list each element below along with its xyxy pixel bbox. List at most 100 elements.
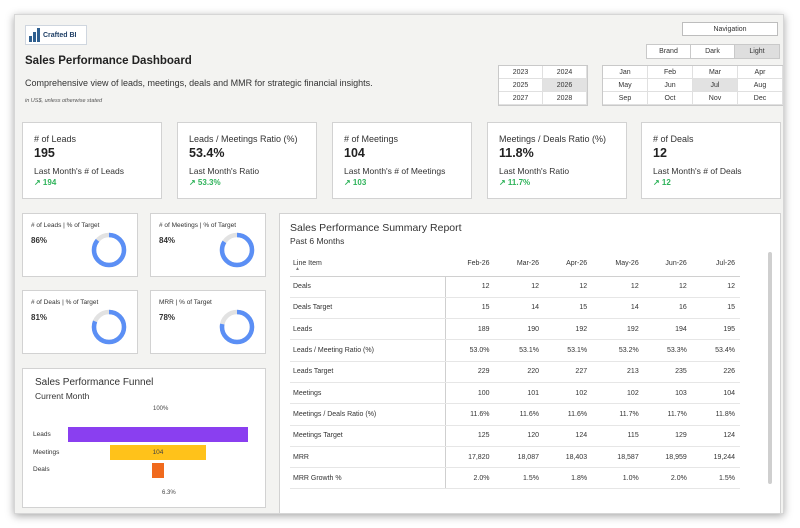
gauge-card-meetings: # of Meetings | % of Target 84% <box>150 213 266 277</box>
table-cell: 53.4% <box>691 339 740 362</box>
month-option[interactable]: Apr <box>738 66 783 79</box>
gauge-arc <box>91 309 127 345</box>
kpi-card-leads: # of Leads 195 Last Month's # of Leads ↗… <box>22 122 162 199</box>
kpi-label: Leads / Meetings Ratio (%) <box>189 134 298 144</box>
row-label: Deals Target <box>290 297 446 320</box>
table-cell: 102 <box>592 382 644 405</box>
column-header[interactable]: Mar-26 <box>494 252 544 277</box>
table-cell: 12 <box>494 276 544 298</box>
year-slicer: 2023 2024 2025 2026 2027 2028 <box>498 65 588 106</box>
table-cell: 129 <box>643 425 692 447</box>
year-option[interactable]: 2027 <box>499 92 543 105</box>
logo-text: Crafted BI <box>43 31 77 39</box>
table-cell: 102 <box>544 382 593 405</box>
crafted-bi-logo: Crafted BI <box>25 25 87 45</box>
column-header[interactable]: Feb-26 <box>445 252 495 277</box>
theme-selector: Brand Dark Light <box>646 44 780 59</box>
month-slicer: Jan Feb Mar Apr May Jun Jul Aug Sep Oct … <box>602 65 783 106</box>
table-row: Meetings 100 101 102 102 103 104 <box>290 382 740 405</box>
dashboard-frame: Crafted BI Sales Performance Dashboard C… <box>14 14 784 514</box>
year-option-selected[interactable]: 2026 <box>543 79 587 92</box>
row-label: Leads <box>290 318 446 341</box>
table-row: Meetings / Deals Ratio (%) 11.6% 11.6% 11.6… <box>290 403 740 426</box>
column-header[interactable]: Jun-26 <box>643 252 692 277</box>
gauge-arc <box>219 309 255 345</box>
month-option[interactable]: Dec <box>738 92 783 105</box>
kpi-card-leads-meetings-ratio: Leads / Meetings Ratio (%) 53.4% Last Mo… <box>177 122 317 199</box>
report-title: Sales Performance Summary Report <box>290 222 462 234</box>
gauge-arc <box>219 232 255 268</box>
year-option[interactable]: 2024 <box>543 66 587 79</box>
column-header[interactable]: May-26 <box>592 252 644 277</box>
month-option[interactable]: Jan <box>603 66 648 79</box>
table-cell: 195 <box>691 318 740 341</box>
table-cell: 11.7% <box>643 403 692 426</box>
vertical-scrollbar[interactable] <box>768 252 772 484</box>
theme-light-button[interactable]: Light <box>735 45 779 58</box>
kpi-label: Meetings / Deals Ratio (%) <box>499 134 607 144</box>
gauge-label: # of Deals | % of Target <box>31 299 99 306</box>
summary-report-card: Sales Performance Summary Report Past 6 … <box>279 213 781 513</box>
table-cell: 53.0% <box>445 339 495 362</box>
month-option[interactable]: Mar <box>693 66 738 79</box>
gauge-card-leads: # of Leads | % of Target 86% <box>22 213 138 277</box>
month-option[interactable]: Jun <box>648 79 693 92</box>
kpi-change: ↗ 11.7% <box>499 178 531 187</box>
report-subtitle: Past 6 Months <box>290 236 345 246</box>
month-option-selected[interactable]: Jul <box>693 79 738 92</box>
funnel-stage-label: Deals <box>33 466 50 473</box>
table-cell: 12 <box>445 276 495 298</box>
funnel-bar-leads <box>68 427 248 442</box>
table-cell: 1.8% <box>544 467 593 490</box>
gauge-value: 84% <box>159 236 176 245</box>
month-option[interactable]: Nov <box>693 92 738 105</box>
year-option[interactable]: 2028 <box>543 92 587 105</box>
page-subtitle: Comprehensive view of leads, meetings, d… <box>25 78 373 88</box>
table-cell: 11.7% <box>592 403 644 426</box>
table-cell: 53.1% <box>494 339 544 362</box>
table-cell: 124 <box>691 425 740 447</box>
table-cell: 227 <box>544 361 593 383</box>
table-cell: 12 <box>691 276 740 298</box>
column-header-line-item[interactable]: Line Item ▲ <box>290 252 445 277</box>
month-option[interactable]: Sep <box>603 92 648 105</box>
sales-funnel-card: Sales Performance Funnel Current Month 1… <box>22 368 266 508</box>
month-option[interactable]: May <box>603 79 648 92</box>
table-cell: 226 <box>691 361 740 383</box>
table-cell: 100 <box>445 382 495 405</box>
kpi-card-meetings-deals-ratio: Meetings / Deals Ratio (%) 11.8% Last Mo… <box>487 122 627 199</box>
gauge-value: 78% <box>159 313 176 322</box>
kpi-value: 195 <box>34 146 55 160</box>
table-cell: 220 <box>494 361 544 383</box>
table-cell: 115 <box>592 425 644 447</box>
column-header[interactable]: Apr-26 <box>544 252 593 277</box>
kpi-change: ↗ 53.3% <box>189 178 221 187</box>
table-cell: 14 <box>494 297 544 320</box>
year-option[interactable]: 2023 <box>499 66 543 79</box>
month-option[interactable]: Oct <box>648 92 693 105</box>
sort-up-icon[interactable]: ▲ <box>295 266 300 272</box>
table-cell: 104 <box>691 382 740 405</box>
table-cell: 190 <box>494 318 544 341</box>
table-cell: 229 <box>445 361 495 383</box>
table-cell: 192 <box>592 318 644 341</box>
row-label: Meetings Target <box>290 425 446 447</box>
kpi-label: # of Deals <box>653 134 694 144</box>
funnel-stage-label: Leads <box>33 431 51 438</box>
table-cell: 18,087 <box>494 446 544 469</box>
table-cell: 194 <box>643 318 692 341</box>
table-cell: 1.5% <box>494 467 544 490</box>
theme-dark-button[interactable]: Dark <box>691 45 735 58</box>
table-cell: 189 <box>445 318 495 341</box>
month-option[interactable]: Aug <box>738 79 783 92</box>
year-option[interactable]: 2025 <box>499 79 543 92</box>
table-cell: 124 <box>544 425 593 447</box>
column-header[interactable]: Jul-26 <box>691 252 740 277</box>
navigation-button[interactable]: Navigation <box>682 22 778 36</box>
gauge-label: MRR | % of Target <box>159 299 212 306</box>
logo-bars-icon <box>29 28 40 42</box>
donut-gauge-deals <box>91 309 127 345</box>
theme-brand-button[interactable]: Brand <box>647 45 691 58</box>
table-row: Deals Target 15 14 15 14 16 15 <box>290 297 740 320</box>
month-option[interactable]: Feb <box>648 66 693 79</box>
